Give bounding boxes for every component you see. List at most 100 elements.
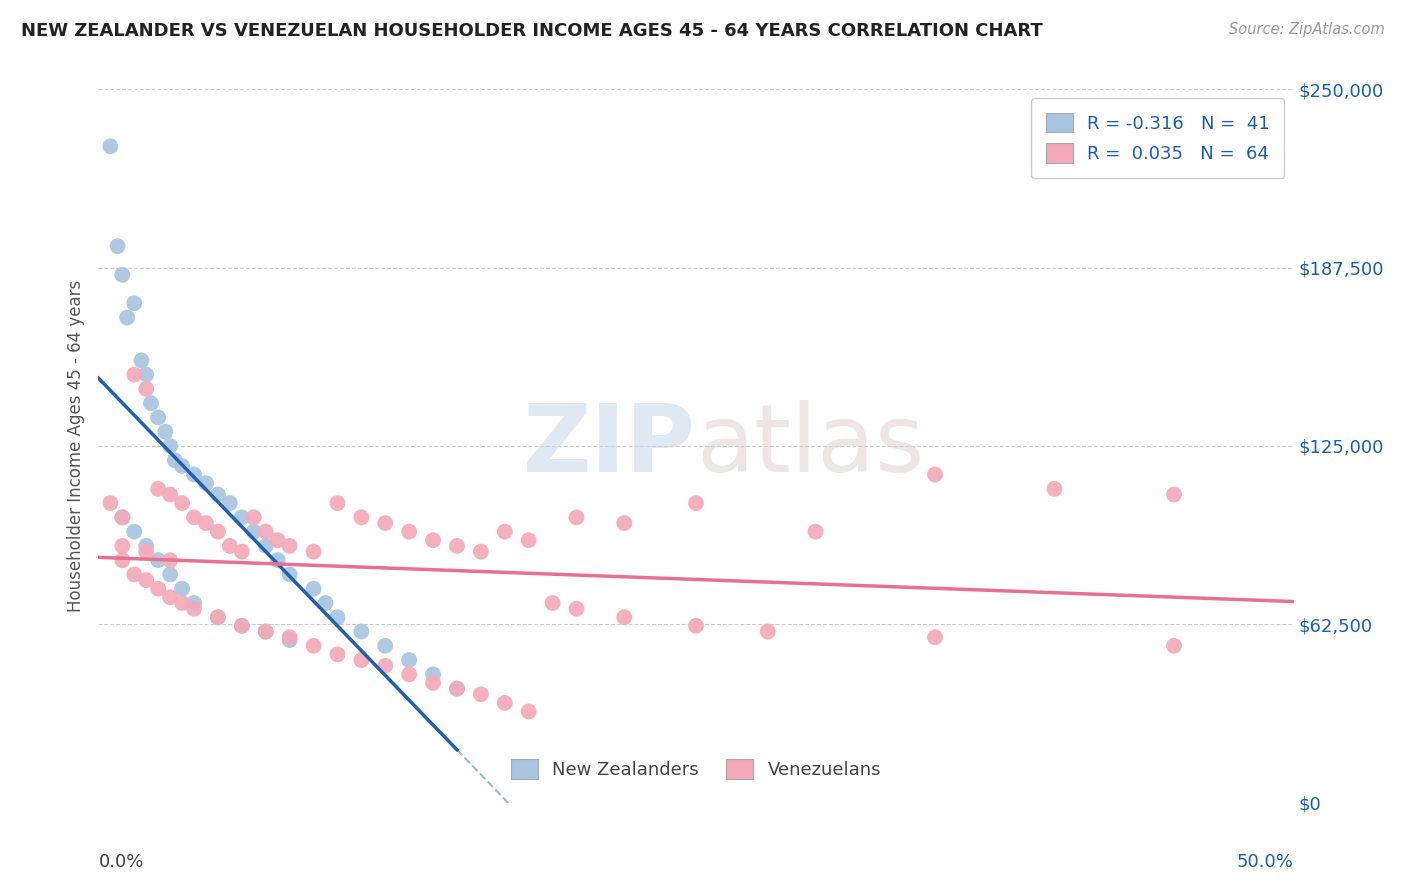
Text: NEW ZEALANDER VS VENEZUELAN HOUSEHOLDER INCOME AGES 45 - 64 YEARS CORRELATION CH: NEW ZEALANDER VS VENEZUELAN HOUSEHOLDER … [21,22,1043,40]
Point [350,653,373,667]
Point [107,239,129,253]
Point [517,533,540,548]
Point [111,510,134,524]
Point [219,496,242,510]
Point [446,681,468,696]
Point [219,539,242,553]
Point [111,539,134,553]
Point [155,425,177,439]
Point [172,458,194,473]
Text: 50.0%: 50.0% [1237,853,1294,871]
Point [124,296,146,310]
Point [172,596,194,610]
Point [613,610,636,624]
Point [243,524,266,539]
Point [139,396,162,410]
Point [302,544,325,558]
Legend: New Zealanders, Venezuelans: New Zealanders, Venezuelans [496,745,896,794]
Point [231,619,253,633]
Point [115,310,138,325]
Point [422,676,444,690]
Point [1163,487,1185,501]
Point [111,510,134,524]
Point [183,510,205,524]
Point [374,658,396,673]
Point [326,610,349,624]
Point [183,596,205,610]
Point [565,510,588,524]
Point [685,496,707,510]
Point [398,667,420,681]
Point [124,567,146,582]
Point [613,516,636,530]
Point [350,624,373,639]
Point [207,610,229,624]
Point [422,667,444,681]
Point [804,524,827,539]
Point [350,510,373,524]
Point [195,476,218,491]
Point [148,582,170,596]
Point [1043,482,1066,496]
Point [278,630,301,644]
Point [398,653,420,667]
Point [756,624,779,639]
Point [183,467,205,482]
Point [98,496,122,510]
Point [183,601,205,615]
Point [172,582,194,596]
Point [685,619,707,633]
Point [254,539,277,553]
Point [278,539,301,553]
Point [135,539,157,553]
Point [302,582,325,596]
Text: 0.0%: 0.0% [98,853,143,871]
Point [159,439,181,453]
Point [494,696,516,710]
Y-axis label: Householder Income Ages 45 - 64 years: Householder Income Ages 45 - 64 years [66,280,84,612]
Point [446,539,468,553]
Point [135,382,157,396]
Point [398,524,420,539]
Point [207,487,229,501]
Point [1163,639,1185,653]
Point [148,410,170,425]
Point [195,516,218,530]
Point [243,510,266,524]
Point [148,482,170,496]
Point [207,610,229,624]
Point [446,681,468,696]
Point [267,533,290,548]
Point [302,639,325,653]
Point [374,639,396,653]
Point [254,524,277,539]
Point [159,567,181,582]
Point [159,591,181,605]
Text: atlas: atlas [696,400,924,492]
Text: Source: ZipAtlas.com: Source: ZipAtlas.com [1229,22,1385,37]
Point [254,624,277,639]
Point [924,467,946,482]
Point [517,705,540,719]
Point [98,139,122,153]
Point [278,633,301,648]
Point [924,630,946,644]
Point [565,601,588,615]
Point [124,524,146,539]
Point [541,596,564,610]
Point [124,368,146,382]
Point [315,596,337,610]
Point [231,544,253,558]
Point [326,648,349,662]
Text: ZIP: ZIP [523,400,696,492]
Point [231,510,253,524]
Point [135,573,157,587]
Point [207,524,229,539]
Point [159,553,181,567]
Point [494,524,516,539]
Point [111,268,134,282]
Point [231,619,253,633]
Point [135,368,157,382]
Point [470,544,492,558]
Point [326,496,349,510]
